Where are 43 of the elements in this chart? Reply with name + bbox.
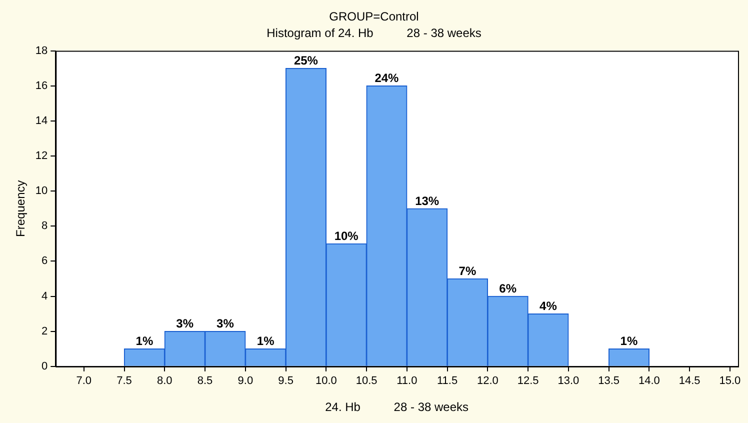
y-tick-label: 12 [35, 150, 48, 162]
x-tick-label: 15.0 [719, 375, 741, 388]
x-tick-label: 8.0 [157, 375, 172, 388]
annotation: 1% [620, 334, 638, 348]
annotation: 4% [540, 299, 558, 314]
x-tick-label: 11.5 [436, 375, 458, 388]
y-axis-title: Frequency [14, 180, 28, 237]
y-tick-label: 6 [42, 255, 48, 268]
x-tick-label: 14.5 [678, 375, 700, 388]
annotation: 6% [499, 282, 517, 296]
x-tick-label: 8.5 [197, 375, 213, 388]
x-tick-label: 7.0 [76, 375, 92, 388]
annotation: 7% [458, 264, 476, 278]
annotation: 25% [294, 54, 318, 68]
y-tick-label: 14 [35, 114, 48, 127]
x-tick-label: 12.5 [517, 375, 539, 388]
y-tick-label: 2 [42, 325, 48, 338]
x-tick-label: 13.0 [558, 375, 580, 388]
x-tick-label: 7.5 [116, 375, 132, 388]
annotation: 24% [374, 71, 400, 86]
chart-title: GROUP=Control [329, 10, 419, 24]
y-tick-label: 18 [35, 44, 48, 57]
x-tick-label: 10.5 [356, 375, 378, 388]
annotation: 10% [334, 228, 359, 243]
x-tick-label: 10.0 [315, 375, 337, 388]
x-tick-label: 9.5 [278, 375, 294, 388]
annotation: 1% [136, 334, 154, 348]
annotation: 13% [415, 194, 440, 208]
y-tick-label: 4 [42, 290, 48, 302]
x-axis-title: 24. Hb 28 - 38 weeks [325, 400, 469, 414]
x-tick-label: 12.0 [476, 375, 498, 388]
y-tick-label: 10 [35, 185, 48, 198]
y-tick-label: 0 [42, 360, 48, 372]
annotation: 3% [176, 316, 194, 331]
y-tick-label: 16 [35, 80, 48, 92]
x-tick-label: 14.0 [638, 375, 660, 388]
annotation: 1% [256, 334, 275, 348]
annotation: 3% [216, 316, 234, 331]
chart-subtitle: Histogram of 24. Hb 28 - 38 weeks [266, 26, 482, 40]
x-tick-label: 9.0 [238, 375, 254, 388]
x-tick-label: 11.0 [396, 375, 418, 388]
x-tick-label: 13.5 [598, 375, 620, 388]
y-tick-label: 8 [42, 220, 48, 232]
